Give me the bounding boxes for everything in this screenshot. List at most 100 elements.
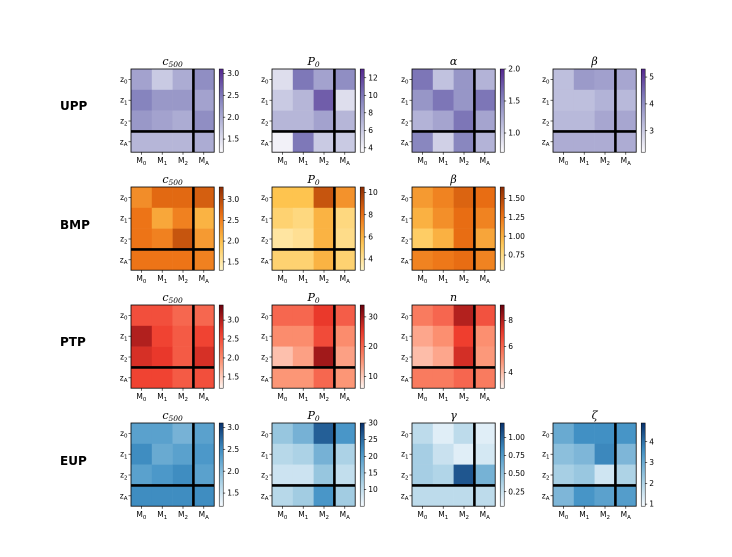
heatmap-cell xyxy=(193,325,215,347)
heatmap-cell xyxy=(292,207,314,229)
heatmap-cell xyxy=(412,423,434,445)
heatmap-cell xyxy=(272,89,294,111)
heatmap-cell xyxy=(453,367,475,389)
heatmap-cell xyxy=(272,228,294,250)
y-tick-label: z1 xyxy=(120,450,127,461)
x-tick-label: M1 xyxy=(157,510,167,521)
y-tick-label: z2 xyxy=(401,235,408,246)
heatmap-cell xyxy=(313,485,335,507)
heatmap-cell xyxy=(193,69,215,91)
heatmap-cell xyxy=(553,423,575,445)
y-tick-label: z1 xyxy=(120,214,127,225)
y-tick-label: z0 xyxy=(261,193,269,204)
colorbar-tick-label: 3 xyxy=(649,126,654,135)
x-tick-label: M2 xyxy=(600,156,610,167)
panel-frame xyxy=(271,422,356,507)
panel-frame xyxy=(271,68,356,153)
heatmap-ptp-7: c500 M0 M1 M2 MA z0 z1 z2 zA 1.5 2.0 2.5 3.0 xyxy=(120,291,240,403)
panel-frame xyxy=(411,304,496,389)
heatmap-cell xyxy=(193,346,215,368)
y-tick-label: zA xyxy=(261,491,269,502)
y-tick-label: z2 xyxy=(542,117,549,128)
heatmap-cell xyxy=(334,249,356,271)
x-tick-label: M0 xyxy=(417,156,427,167)
panel-title: ζ xyxy=(592,409,599,422)
colorbar xyxy=(640,68,646,153)
heatmap-cell xyxy=(594,89,616,111)
heatmap-cell xyxy=(453,69,475,91)
heatmap-cell xyxy=(272,443,294,465)
panel-frame xyxy=(271,186,356,271)
panel-title: c500 xyxy=(162,55,183,69)
heatmap-cell xyxy=(474,305,496,327)
heatmap-cell xyxy=(292,325,314,347)
heatmap-cell xyxy=(615,89,637,111)
heatmap-upp-3: β M0 M1 M2 MA z0 z1 z2 zA 3 4 5 xyxy=(542,55,654,167)
heatmap-cell xyxy=(313,228,335,250)
y-tick-label: z1 xyxy=(261,214,268,225)
x-tick-label: M2 xyxy=(178,156,188,167)
heatmap-cell xyxy=(553,110,575,132)
colorbar xyxy=(359,186,365,271)
heatmap-cell xyxy=(193,187,215,209)
heatmap-cell xyxy=(193,249,215,271)
heatmap-cell xyxy=(313,110,335,132)
heatmap-cell xyxy=(172,305,194,327)
heatmap-cell xyxy=(573,423,595,445)
heatmap-cell xyxy=(474,131,496,153)
colorbar-tick-label: 4 xyxy=(649,99,654,108)
heatmap-cell xyxy=(334,69,356,91)
y-tick-label: zA xyxy=(120,255,128,266)
panel-title: P0 xyxy=(307,173,320,187)
heatmap-cell xyxy=(131,464,153,486)
heatmap-cell xyxy=(193,228,215,250)
colorbar-tick-label: 6 xyxy=(368,233,373,242)
heatmap-cell xyxy=(292,423,314,445)
heatmap-cell xyxy=(151,305,173,327)
heatmap-cell xyxy=(412,325,434,347)
heatmap-upp-2: α M0 M1 M2 MA z0 z1 z2 zA 1.0 1.5 2.0 xyxy=(401,55,521,167)
y-tick-label: z0 xyxy=(261,75,269,86)
y-tick-label: z1 xyxy=(401,214,408,225)
heatmap-cell xyxy=(292,89,314,111)
panel-title: c500 xyxy=(162,409,183,423)
x-tick-label: M1 xyxy=(438,510,448,521)
heatmap-cell xyxy=(453,228,475,250)
x-tick-label: M1 xyxy=(298,392,308,403)
y-tick-label: z0 xyxy=(542,75,550,86)
heatmap-bmp-4: c500 M0 M1 M2 MA z0 z1 z2 zA 1.5 2.0 2.5 3.0 xyxy=(120,173,240,285)
heatmap-cell xyxy=(594,131,616,153)
heatmap-cell xyxy=(594,485,616,507)
heatmap-cell xyxy=(334,325,356,347)
colorbar xyxy=(640,422,646,507)
heatmap-cell xyxy=(313,249,335,271)
heatmap-cell xyxy=(334,485,356,507)
x-tick-label: M1 xyxy=(438,274,448,285)
heatmap-cell xyxy=(131,485,153,507)
x-tick-label: MA xyxy=(199,392,209,403)
y-tick-label: zA xyxy=(401,255,409,266)
colorbar xyxy=(359,68,365,153)
heatmap-cell xyxy=(151,131,173,153)
heatmap-cell xyxy=(131,69,153,91)
colorbar-tick-label: 12 xyxy=(368,73,378,82)
heatmap-cell xyxy=(292,464,314,486)
heatmap-cell xyxy=(313,346,335,368)
colorbar-tick-label: 3.0 xyxy=(227,423,239,432)
colorbar-tick-label: 1 xyxy=(649,500,654,509)
colorbar-tick-label: 30 xyxy=(368,312,378,321)
heatmap-cell xyxy=(151,89,173,111)
heatmap-upp-0: c500 M0 M1 M2 MA z0 z1 z2 zA 1.5 2.0 2.5 3.0 xyxy=(120,55,240,167)
x-tick-label: MA xyxy=(621,510,631,521)
heatmap-cell xyxy=(193,110,215,132)
heatmap-cell xyxy=(151,110,173,132)
y-tick-label: z0 xyxy=(120,311,128,322)
heatmap-cell xyxy=(594,443,616,465)
heatmap-cell xyxy=(432,367,454,389)
heatmap-cell xyxy=(432,69,454,91)
heatmap-cell xyxy=(453,305,475,327)
heatmap-cell xyxy=(412,367,434,389)
x-tick-label: M1 xyxy=(298,510,308,521)
colorbar-tick-label: 2.0 xyxy=(227,354,239,363)
heatmap-cell xyxy=(334,89,356,111)
